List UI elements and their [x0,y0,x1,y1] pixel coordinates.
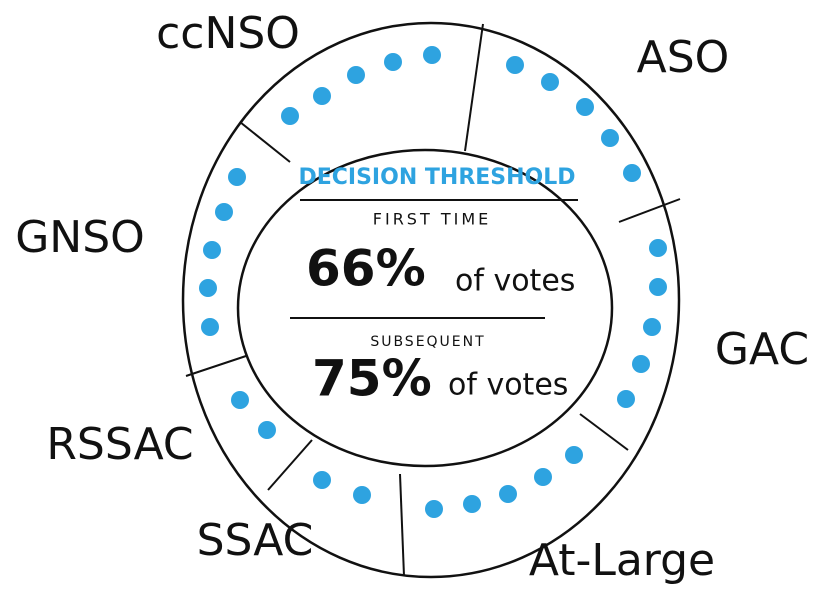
inner-ring [236,148,614,468]
segment-label: At-Large [529,535,715,586]
seat-dot [576,98,594,116]
divider [618,198,681,223]
first-value: 66% [306,240,426,298]
seat-dot [499,485,517,503]
seat-dot [506,56,524,74]
seat-dot [617,390,635,408]
seat-dot [199,279,217,297]
center-title: DECISION THRESHOLD [298,165,575,190]
subsequent-heading: SUBSEQUENT [370,334,485,350]
seat-dot [347,66,365,84]
seat-dot [623,164,641,182]
segment-label: GNSO [15,212,145,263]
seat-dot [649,278,667,296]
first-heading: FIRST TIME [373,210,491,229]
seat-dot [281,107,299,125]
seat-dot [313,471,331,489]
seat-dot [425,500,443,518]
seat-dot [632,355,650,373]
seat-dot [203,241,221,259]
seat-dot [601,129,619,147]
divider [579,413,629,451]
seat-dot [541,73,559,91]
subsequent-value: 75% [312,350,432,408]
seat-dot [353,486,371,504]
seat-dots [199,46,667,518]
segment-label: GAC [715,324,809,375]
seat-dot [534,468,552,486]
seat-dot [565,446,583,464]
subsequent-unit: of votes [448,368,568,403]
divider [267,439,313,491]
divider [464,23,484,152]
seat-dot [643,318,661,336]
segment-label: ASO [637,32,730,83]
segment-label: RSSAC [46,419,193,470]
seat-dot [463,495,481,513]
seat-dot [384,53,402,71]
seat-dot [215,203,233,221]
divider [239,121,291,163]
seat-dot [313,87,331,105]
divider [185,355,247,377]
seat-dot [258,421,276,439]
first-unit: of votes [455,264,575,299]
outer-ring [181,21,681,579]
segment-label: ccNSO [156,8,300,59]
dividers [185,23,681,577]
segment-label: SSAC [197,515,314,566]
seat-dot [649,239,667,257]
seat-dot [231,391,249,409]
seat-dot [423,46,441,64]
divider [399,473,405,577]
seat-dot [201,318,219,336]
seat-dot [228,168,246,186]
